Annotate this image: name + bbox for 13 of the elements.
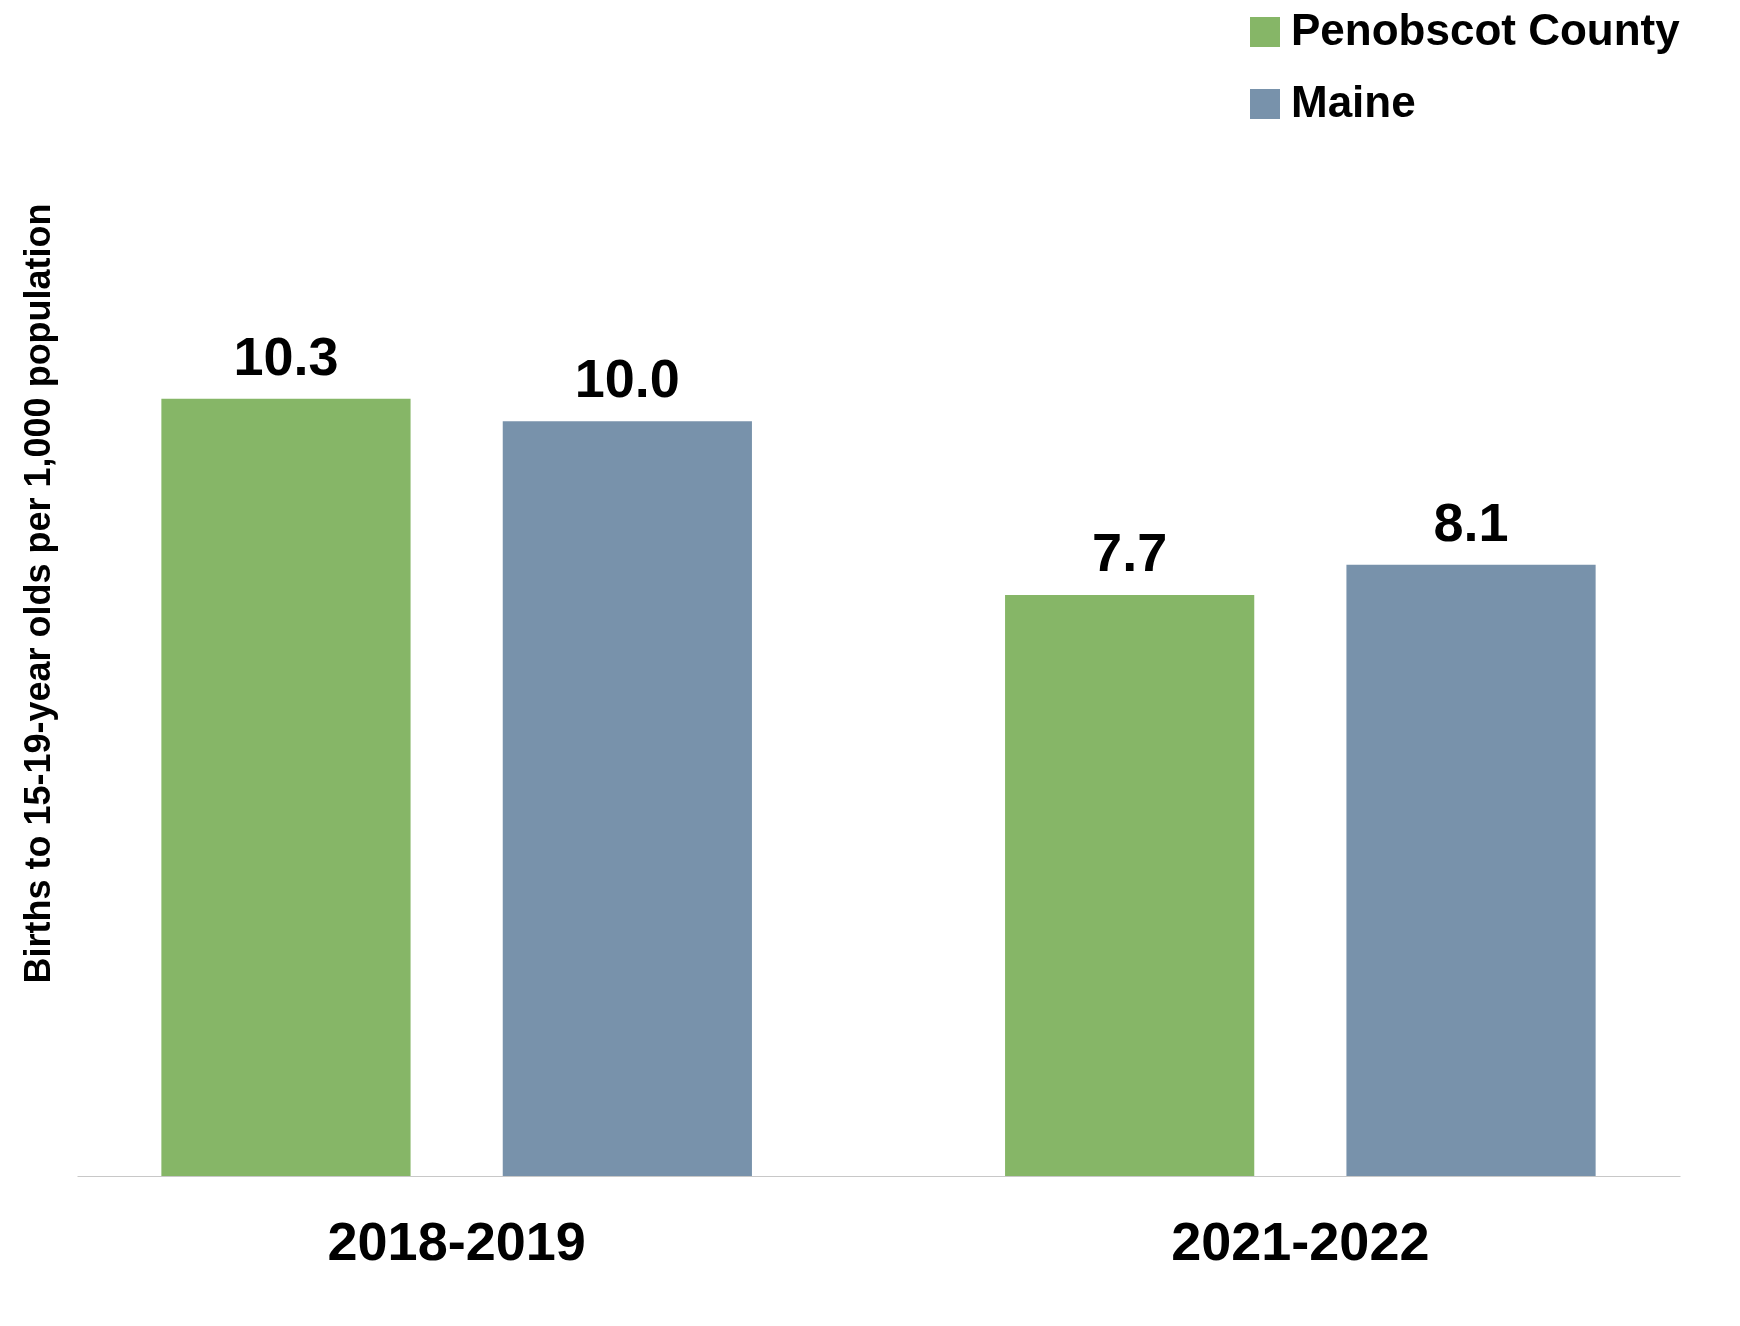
legend-label: Penobscot County <box>1291 5 1681 54</box>
bar <box>1005 594 1255 1176</box>
data-label: 8.1 <box>1433 491 1509 552</box>
bar <box>502 421 752 1176</box>
x-tick-label: 2018-2019 <box>327 1210 586 1271</box>
y-axis-title: Births to 15-19-year olds per 1,000 population <box>16 203 58 984</box>
legend-label: Maine <box>1291 77 1416 126</box>
bar <box>1346 564 1596 1176</box>
data-label: 10.0 <box>574 348 680 409</box>
data-label: 10.3 <box>233 325 339 386</box>
bar <box>161 398 411 1176</box>
x-tick-label: 2021-2022 <box>1171 1210 1430 1271</box>
data-label: 7.7 <box>1092 521 1168 582</box>
